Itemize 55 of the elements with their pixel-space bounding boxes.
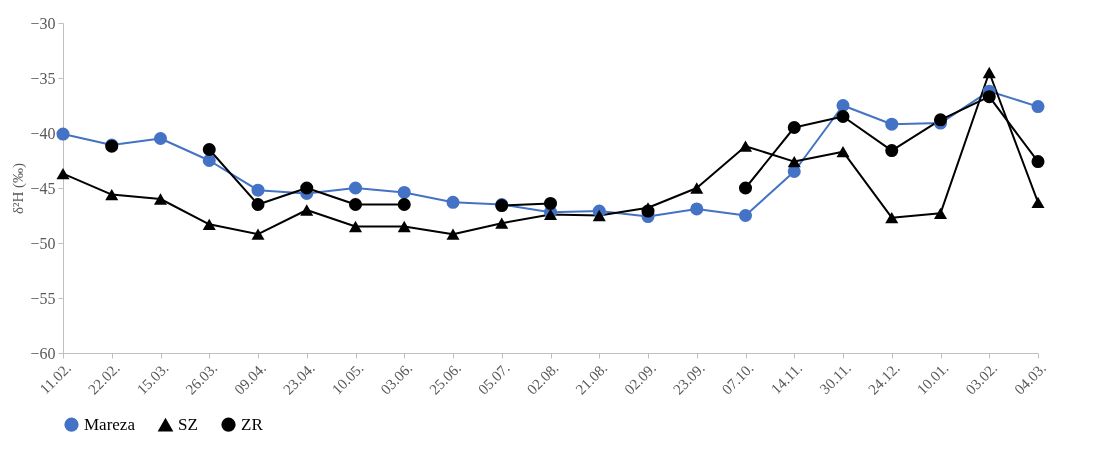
y-tick-label: −30	[30, 14, 56, 32]
point	[885, 212, 899, 224]
point	[690, 202, 704, 216]
point	[251, 228, 265, 240]
point	[153, 193, 168, 205]
y-axis-title: δ²H (‰)	[10, 162, 28, 215]
point	[446, 195, 460, 209]
point	[738, 208, 753, 223]
y-tick-label: −45	[30, 179, 56, 197]
point	[348, 220, 363, 233]
point	[300, 181, 314, 195]
point	[543, 196, 558, 210]
point	[738, 140, 753, 152]
point	[56, 168, 70, 180]
point	[787, 120, 801, 135]
point	[397, 220, 411, 233]
point	[836, 98, 850, 113]
point	[690, 182, 704, 194]
point	[1031, 196, 1045, 208]
legend-label: Mareza	[84, 414, 136, 434]
point	[397, 185, 411, 199]
y-tick-label: −35	[30, 69, 56, 87]
point	[251, 197, 265, 212]
point	[982, 90, 996, 104]
point	[1031, 155, 1045, 169]
point	[592, 209, 606, 222]
point	[202, 142, 216, 157]
point	[933, 207, 948, 219]
point	[641, 204, 655, 218]
point	[495, 217, 509, 229]
point	[300, 204, 314, 216]
legend-label: ZR	[241, 414, 264, 434]
y-tick-label: −55	[30, 289, 56, 307]
legend-label: SZ	[178, 415, 198, 435]
point	[787, 155, 801, 168]
point	[885, 117, 899, 131]
point	[105, 188, 119, 201]
point	[348, 181, 363, 195]
y-tick-label: −50	[30, 234, 56, 252]
point	[153, 131, 168, 146]
y-tick-label: −40	[30, 124, 56, 142]
point	[836, 146, 850, 158]
point	[885, 144, 899, 158]
point	[738, 181, 753, 195]
point	[251, 183, 265, 197]
point	[202, 218, 216, 230]
point	[982, 66, 996, 79]
point	[836, 109, 850, 124]
point	[202, 153, 216, 168]
point	[348, 197, 363, 212]
y-tick-label: −60	[30, 344, 56, 362]
point	[1031, 100, 1045, 114]
point	[446, 228, 460, 240]
point	[56, 127, 70, 141]
point	[397, 197, 411, 212]
